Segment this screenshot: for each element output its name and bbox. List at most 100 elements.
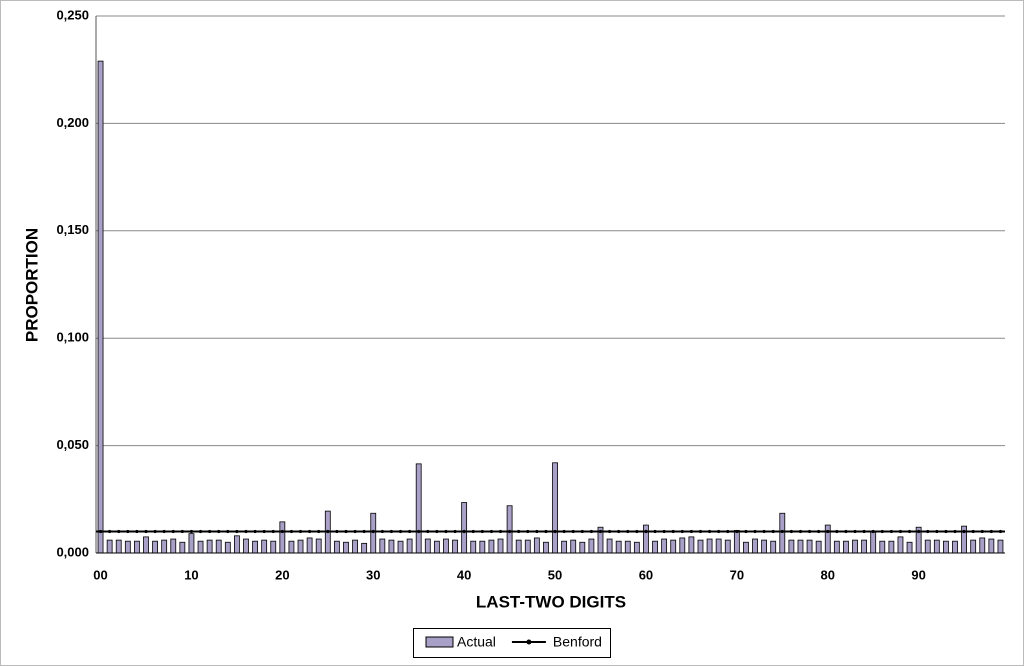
line-marker	[889, 529, 893, 534]
bar	[279, 521, 286, 554]
line-marker	[835, 529, 839, 534]
bar	[615, 540, 622, 554]
bar	[143, 536, 149, 554]
line-marker	[989, 529, 993, 534]
line-marker	[208, 529, 212, 534]
bar	[152, 540, 158, 554]
bar	[97, 60, 104, 554]
bar	[633, 541, 640, 554]
line-marker	[317, 529, 321, 534]
bar	[752, 538, 758, 554]
bar	[433, 540, 440, 554]
line-marker	[135, 529, 139, 534]
line-marker	[671, 529, 675, 534]
line-marker	[471, 529, 475, 534]
x-axis-label: LAST-TWO DIGITS	[476, 592, 626, 611]
bar	[452, 539, 458, 554]
bar	[688, 536, 695, 554]
line-marker	[871, 529, 875, 534]
line-marker	[580, 529, 584, 534]
bar	[788, 539, 795, 554]
line-marker	[498, 529, 503, 534]
line-marker	[971, 529, 975, 534]
bar	[870, 531, 877, 554]
line-marker	[526, 529, 530, 534]
bar	[888, 540, 895, 554]
y-tick-label: 0,000	[56, 544, 89, 559]
line-marker	[171, 529, 175, 534]
bar	[570, 539, 577, 554]
line-marker	[635, 529, 639, 534]
line-marker	[480, 529, 484, 534]
line-marker	[553, 529, 557, 534]
line-marker	[789, 529, 793, 534]
line-marker	[717, 529, 721, 534]
bar	[270, 540, 277, 554]
line-marker	[762, 529, 766, 534]
line-marker	[880, 529, 884, 534]
line-marker	[426, 529, 430, 534]
bar	[488, 539, 495, 554]
bar	[370, 512, 377, 554]
line-marker	[917, 529, 921, 534]
bar	[252, 540, 258, 554]
y-tick-label: 0,100	[56, 330, 89, 345]
bar	[124, 540, 131, 554]
bar	[524, 539, 531, 554]
bar	[197, 540, 204, 554]
line-marker	[453, 529, 457, 534]
bar	[743, 541, 749, 554]
line-marker	[362, 529, 366, 534]
bar	[533, 537, 540, 554]
line-marker	[607, 529, 612, 534]
line-marker	[217, 529, 221, 534]
bar	[924, 539, 931, 554]
bar	[515, 539, 522, 554]
line-marker	[826, 529, 830, 534]
line-marker	[198, 529, 203, 534]
bar	[361, 542, 368, 554]
line-marker	[980, 529, 984, 534]
bar	[315, 538, 322, 554]
line-marker	[589, 529, 594, 534]
legend-label: Benford	[553, 634, 602, 650]
line-marker	[680, 529, 684, 534]
bar	[506, 505, 513, 554]
bar	[161, 539, 168, 554]
line-marker	[408, 529, 412, 534]
line-marker	[98, 529, 103, 534]
line-marker	[344, 529, 348, 534]
bar	[461, 502, 468, 554]
bar	[134, 540, 140, 554]
line-marker	[280, 529, 284, 534]
x-tick-label: 40	[457, 567, 471, 582]
line-marker	[853, 529, 857, 534]
bar	[115, 539, 122, 554]
bar	[997, 539, 1004, 554]
line-marker	[544, 529, 548, 534]
line-marker	[535, 529, 539, 534]
x-tick-label: 00	[93, 567, 107, 582]
bar	[470, 540, 477, 554]
line-marker	[507, 529, 512, 534]
bar	[770, 540, 777, 554]
line-marker	[926, 529, 930, 534]
bar	[379, 538, 386, 554]
line-marker	[489, 529, 494, 534]
bar	[188, 533, 195, 554]
y-tick-label: 0,250	[56, 7, 89, 22]
bar	[670, 539, 677, 554]
y-axis-label: PROPORTION	[22, 228, 41, 342]
bar	[843, 540, 849, 554]
line-marker	[698, 529, 703, 534]
line-marker	[398, 529, 403, 534]
bar	[443, 538, 449, 554]
line-marker	[571, 529, 575, 534]
line-marker	[244, 529, 248, 534]
y-tick-label: 0,150	[56, 222, 89, 237]
bar	[824, 524, 831, 554]
x-tick-label: 90	[911, 567, 925, 582]
bar	[497, 538, 504, 554]
